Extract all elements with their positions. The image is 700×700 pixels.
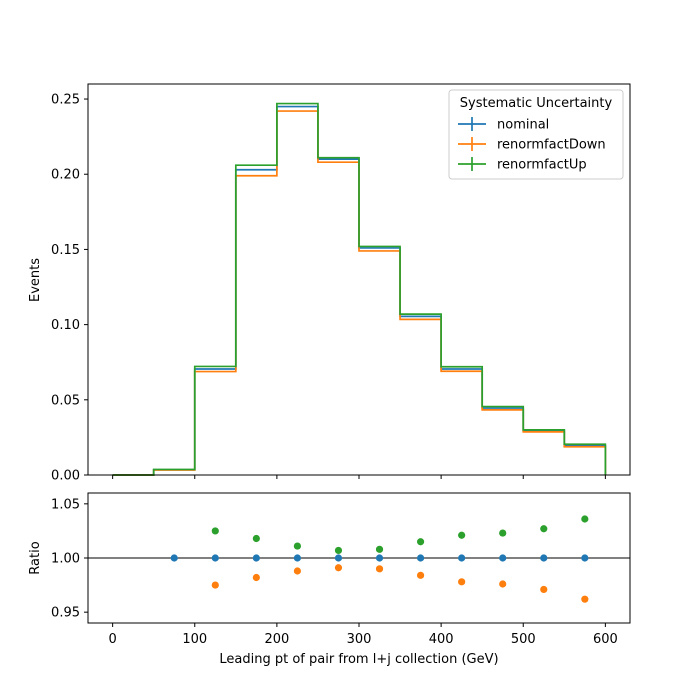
ratio-point-renormfactDown [211, 581, 219, 589]
x-tick-label: 400 [429, 632, 454, 647]
ratio-point-nominal [581, 554, 589, 562]
ratio-point-renormfactUp [458, 531, 466, 539]
legend-title: Systematic Uncertainty [460, 96, 613, 111]
legend-label-renormfactUp: renormfactUp [497, 158, 587, 173]
main-x-ticks [112, 475, 606, 479]
ratio-point-nominal [416, 554, 425, 562]
ratio-point-renormfactUp [293, 542, 302, 550]
ratio-y-tick-label: 1.05 [51, 497, 80, 512]
ratio-point-nominal [375, 554, 384, 562]
ratio-point-renormfactUp [211, 527, 219, 535]
ratio-y-tick-label: 1.00 [51, 552, 80, 567]
ratio-point-nominal [334, 554, 343, 562]
series-line-renormfactUp [112, 102, 607, 476]
main-y-tick-label: 0.00 [51, 469, 80, 484]
ratio-point-renormfactUp [375, 545, 384, 553]
ratio-point-renormfactUp [540, 525, 548, 533]
ratio-point-renormfactDown [581, 595, 589, 603]
ratio-point-renormfactDown [252, 573, 260, 582]
legend: Systematic Uncertainty nominal renormfact… [448, 89, 624, 180]
main-y-axis-label: Events [28, 258, 43, 302]
ratio-point-nominal [293, 554, 302, 562]
ratio-x-ticks: 0 100 200 300 400 500 600 [108, 623, 618, 647]
ratio-point-renormfactUp [416, 538, 425, 546]
ratio-point-nominal [211, 554, 219, 562]
main-y-tick-label: 0.10 [51, 318, 80, 333]
ratio-panel: 0 100 200 300 400 500 600 0.95 1.00 1.05 Ratio L… [28, 492, 631, 667]
x-axis-label: Leading pt of pair from l+j collection (… [219, 652, 498, 667]
x-tick-label: 200 [264, 632, 289, 647]
ratio-point-renormfactDown [375, 565, 384, 573]
x-tick-label: 100 [182, 632, 207, 647]
ratio-point-nominal [499, 554, 507, 562]
ratio-point-renormfactUp [334, 546, 343, 555]
x-tick-label: 500 [511, 632, 536, 647]
main-y-tick-label: 0.25 [51, 93, 80, 108]
ratio-y-tick-label: 0.95 [51, 606, 80, 621]
ratio-point-renormfactUp [581, 515, 589, 523]
ratio-point-renormfactDown [334, 564, 343, 572]
legend-entries: nominal renormfactDown renormfactUp [458, 117, 606, 173]
main-panel: 0.00 0.05 0.10 0.15 0.20 0.25 Events Systemat… [28, 83, 631, 484]
ratio-y-ticks: 0.95 1.00 1.05 [51, 497, 88, 621]
ratio-point-renormfactDown [416, 571, 425, 579]
x-tick-label: 300 [347, 632, 372, 647]
ratio-point-nominal [458, 554, 466, 562]
legend-label-renormfactDown: renormfactDown [497, 138, 606, 153]
x-tick-label: 0 [108, 632, 116, 647]
main-series-group [112, 102, 607, 476]
ratio-y-axis-label: Ratio [28, 541, 43, 574]
ratio-point-nominal [252, 554, 260, 562]
x-tick-label: 600 [593, 632, 618, 647]
main-y-ticks: 0.00 0.05 0.10 0.15 0.20 0.25 [51, 93, 88, 484]
ratio-series-group [170, 515, 589, 603]
ratio-point-nominal [170, 554, 178, 562]
ratio-point-renormfactUp [499, 529, 507, 537]
ratio-point-renormfactDown [540, 585, 548, 594]
ratio-point-renormfactDown [293, 567, 302, 575]
main-y-tick-label: 0.15 [51, 243, 80, 258]
ratio-point-renormfactDown [499, 580, 507, 588]
legend-label-nominal: nominal [497, 118, 549, 133]
main-y-tick-label: 0.05 [51, 393, 80, 408]
ratio-point-renormfactDown [458, 578, 466, 586]
main-y-tick-label: 0.20 [51, 168, 80, 183]
ratio-point-nominal [540, 554, 548, 562]
ratio-point-renormfactUp [252, 534, 260, 543]
legend-box [448, 89, 624, 180]
